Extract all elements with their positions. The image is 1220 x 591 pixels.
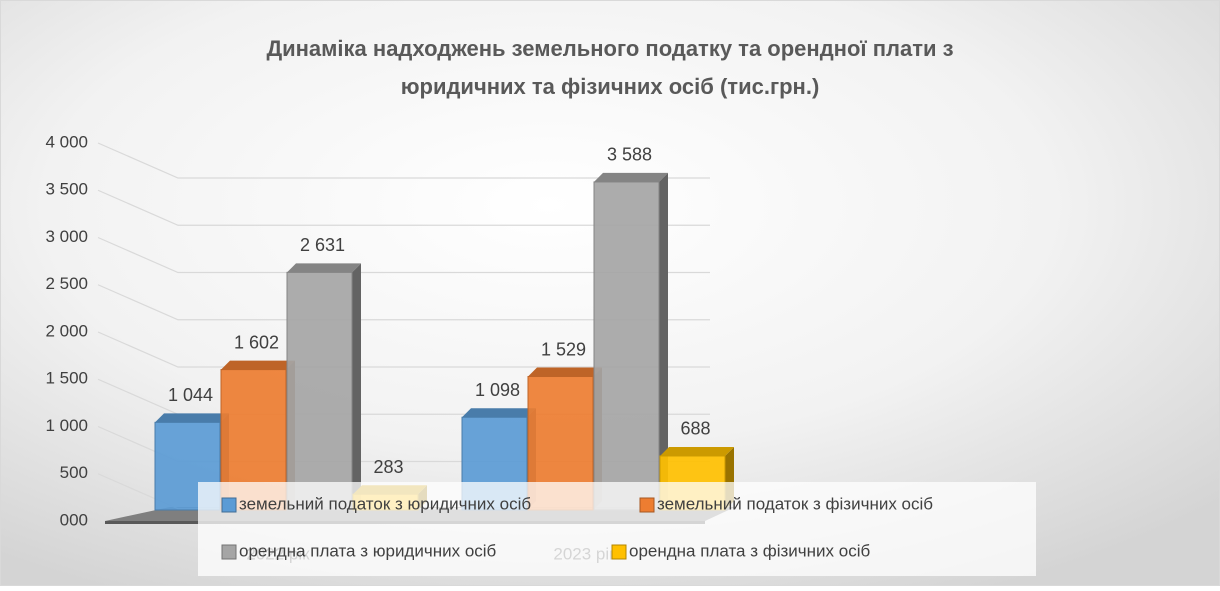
legend-label: орендна плата з фізичних осіб — [629, 541, 870, 560]
legend-swatch — [221, 497, 237, 513]
grid-line — [97, 236, 710, 274]
data-label: 283 — [373, 457, 403, 477]
bar-top — [528, 367, 602, 377]
grid-line — [97, 189, 710, 226]
data-label: 2 631 — [300, 235, 345, 255]
chart-title: Динаміка надходжень земельного податку т… — [266, 36, 953, 99]
legend-label: орендна плата з юридичних осіб — [239, 541, 497, 560]
y-tick-label: 1 000 — [45, 416, 88, 435]
legend-swatch — [221, 544, 237, 560]
y-tick-label: 3 000 — [45, 227, 88, 246]
bar-top — [287, 263, 361, 273]
bar-top — [660, 446, 734, 456]
bar — [286, 263, 361, 511]
legend-label: земельний податок з фізичних осіб — [657, 494, 933, 513]
data-label: 1 529 — [541, 339, 586, 359]
y-tick-label: 3 500 — [45, 180, 88, 199]
y-tick-label: 500 — [60, 463, 88, 482]
y-tick-label: 2 500 — [45, 274, 88, 293]
grid-line — [97, 142, 710, 179]
bar-side — [352, 263, 361, 510]
data-label: 688 — [680, 419, 710, 439]
legend-swatch — [639, 497, 655, 513]
data-label: 3 588 — [607, 145, 652, 165]
bar — [593, 172, 668, 511]
bar-front — [286, 271, 353, 511]
data-label: 1 044 — [168, 385, 213, 405]
data-label: 1 602 — [234, 332, 279, 352]
bar-top — [594, 172, 668, 182]
legend-label: земельний податок з юридичних осіб — [239, 494, 531, 513]
y-tick-label: 1 500 — [45, 369, 88, 388]
grid-line — [97, 331, 710, 368]
data-label: 1 098 — [475, 380, 520, 400]
bar-top — [155, 413, 229, 423]
bar-front — [593, 181, 660, 511]
y-tick-label: 2 000 — [45, 321, 88, 340]
bar-top — [221, 360, 295, 370]
legend-swatch — [611, 544, 627, 560]
bar-side — [659, 172, 668, 510]
grid-line — [97, 284, 710, 321]
legend-box — [198, 482, 1036, 576]
y-tick-label: 000 — [60, 510, 88, 529]
bar-top — [462, 408, 536, 418]
y-tick-label: 4 000 — [45, 132, 88, 151]
